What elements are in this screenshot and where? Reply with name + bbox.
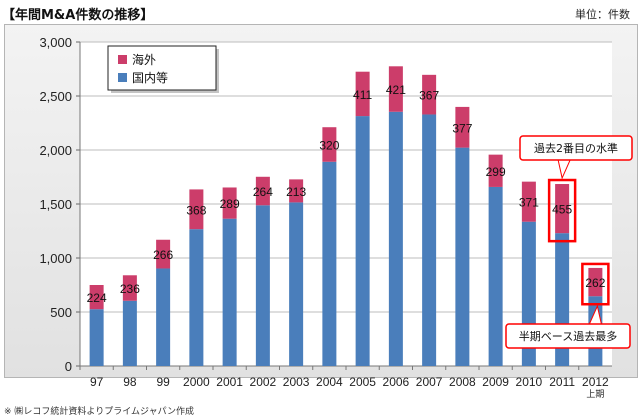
callout-text-2: 半期ベース過去最多 [519,329,617,343]
data-label: 299 [486,165,506,179]
bar-overseas [422,74,437,115]
bar-domestic [189,229,204,366]
bar-overseas [189,189,204,230]
data-label: 266 [153,248,173,262]
bar-domestic [222,218,237,366]
x-tick-label: 2012 [582,375,609,389]
data-label: 264 [253,185,273,199]
data-label: 368 [186,203,206,217]
y-tick-label: 3,000 [39,35,72,50]
bar-domestic [322,161,337,366]
callout-text-1: 過去2番目の水準 [534,141,618,155]
bar-overseas [222,187,237,219]
data-label: 236 [120,282,140,296]
x-tick-label: 99 [156,375,170,389]
legend-label-overseas: 海外 [132,52,156,67]
callout-box-1 [519,135,633,161]
bar-overseas [488,154,503,187]
bar-domestic [422,114,437,366]
highlight-box-2011 [547,178,577,243]
unit-label: 単位：件数 [575,8,630,21]
x-tick-label: 2009 [482,375,509,389]
x-tick-label: 2002 [250,375,277,389]
x-tick-label: 98 [123,375,137,389]
bar-domestic [255,205,270,366]
x-tick-label: 2006 [383,375,410,389]
x-tick-label: 2011 [549,375,575,389]
data-label: 320 [319,138,339,152]
bar-overseas [156,239,171,269]
x-tick-label: 2008 [449,375,476,389]
bar-overseas [89,285,104,310]
bar-overseas [555,184,570,234]
data-label: 371 [519,196,539,210]
legend-label-domestic: 国内等 [132,71,168,85]
y-tick-label: 1,500 [39,197,72,212]
y-tick-label: 1,000 [39,251,72,266]
bar-overseas [122,275,137,301]
bar-overseas [588,267,603,297]
bar-overseas [455,106,470,148]
bar-overseas [388,66,403,112]
x-tick-label: 2001 [216,375,243,389]
bar-domestic [156,268,171,366]
x-tick-label: 97 [90,375,104,389]
x-tick-label: 2007 [416,375,443,389]
bar-overseas [521,181,536,222]
data-label: 411 [353,88,372,102]
data-label: 377 [452,121,472,135]
highlight-box-2012 [581,262,610,306]
legend-swatch-overseas [118,55,127,64]
footnote: ※ ㈱レコフ統計資料よりプライムジャパン作成 [4,407,195,417]
x-tick-label: 2004 [316,375,343,389]
legend-swatch-domestic [118,73,127,82]
bar-domestic [355,116,370,366]
y-tick-label: 2,500 [39,89,72,104]
bar-overseas [322,127,337,162]
bar-domestic [289,202,304,366]
bar-overseas [255,176,270,206]
bar-overseas [289,179,304,203]
data-label: 421 [386,83,406,97]
bar-domestic [122,300,137,366]
data-label: 289 [220,197,240,211]
y-tick-label: 0 [65,359,72,374]
bar-domestic [455,147,470,366]
x-tick-label: 2010 [516,375,543,389]
legend-box [107,45,217,91]
data-label: 213 [286,185,306,199]
data-label: 262 [585,276,605,290]
y-tick-label: 500 [50,305,72,320]
data-label: 455 [552,203,572,217]
callout-box-2 [505,323,631,349]
bar-domestic [488,186,503,366]
x-tick-sublabel: 上期 [586,389,604,400]
data-label: 367 [419,89,439,103]
x-tick-label: 2000 [183,375,210,389]
data-label: 224 [87,291,107,305]
bar-domestic [89,309,104,366]
bar-domestic [388,111,403,366]
page-title: 【年間M&A件数の推移】 [2,8,154,23]
x-tick-label: 2005 [349,375,376,389]
y-tick-label: 2,000 [39,143,72,158]
x-tick-label: 2003 [283,375,310,389]
bar-overseas [355,71,370,117]
